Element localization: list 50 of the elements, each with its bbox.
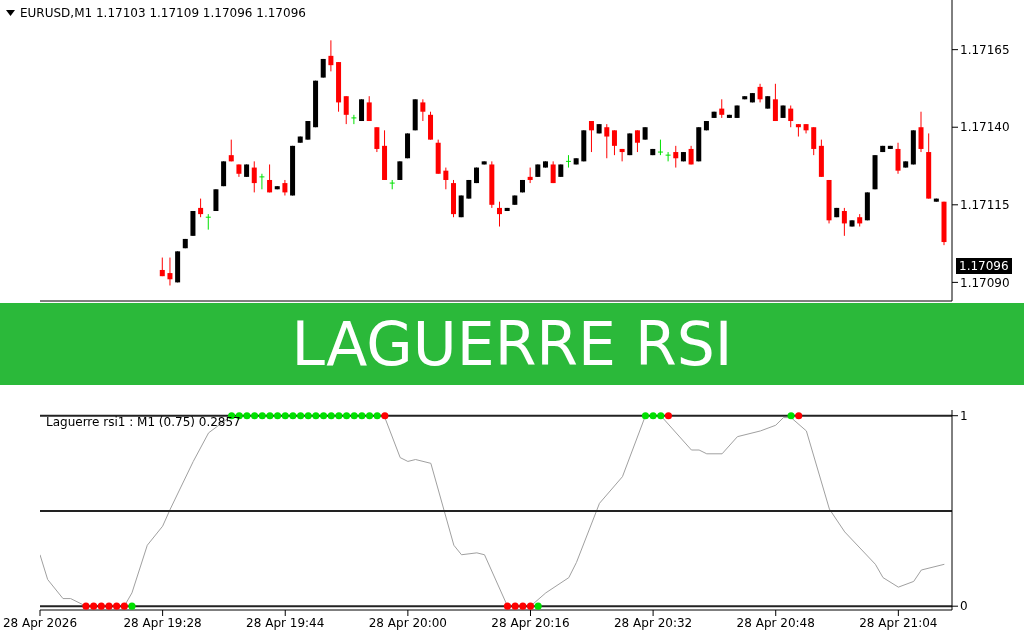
candlestick bbox=[604, 123, 610, 159]
x-tick-label: 28 Apr 20:32 bbox=[613, 615, 693, 630]
candlestick bbox=[258, 173, 265, 190]
candlestick bbox=[918, 111, 924, 153]
candlestick bbox=[772, 83, 778, 122]
y-tick-label: 0 bbox=[960, 599, 968, 614]
candlestick bbox=[397, 160, 403, 181]
text: EURUSD,M1 1.17103 1.17109 1.17096 1.17096 bbox=[20, 6, 306, 20]
candlestick bbox=[841, 207, 847, 237]
candlestick bbox=[565, 154, 572, 169]
candlestick bbox=[167, 257, 173, 286]
x-tick-label: 28 Apr 2026 bbox=[2, 615, 78, 630]
candlestick bbox=[811, 126, 817, 156]
y-tick-label: 1.17115 bbox=[960, 198, 1010, 213]
candlestick bbox=[267, 163, 273, 193]
candlestick bbox=[634, 129, 640, 153]
x-tick-label: 28 Apr 19:44 bbox=[246, 615, 325, 630]
candlestick bbox=[251, 160, 257, 193]
x-tick-label: 28 Apr 20:16 bbox=[491, 615, 570, 630]
candlestick bbox=[198, 198, 204, 218]
candlestick bbox=[305, 120, 311, 141]
candlestick bbox=[205, 213, 212, 231]
candlestick bbox=[895, 142, 901, 175]
candlestick bbox=[673, 145, 679, 169]
candlestick bbox=[619, 148, 625, 162]
y-tick-label: 1.17140 bbox=[960, 120, 1010, 135]
candlestick bbox=[788, 105, 794, 128]
candlestick bbox=[350, 114, 357, 125]
candlestick bbox=[328, 39, 334, 72]
y-tick-label: 1.17090 bbox=[960, 275, 1010, 290]
candlestick bbox=[366, 95, 372, 122]
candlestick bbox=[588, 120, 594, 153]
x-tick-label: 28 Apr 20:48 bbox=[736, 615, 815, 630]
candlestick bbox=[497, 201, 502, 228]
y-tick-label: 1 bbox=[960, 408, 968, 423]
candlestick bbox=[665, 151, 672, 162]
candlestick bbox=[443, 167, 449, 190]
x-tick-label: 28 Apr 19:28 bbox=[123, 615, 202, 630]
text: 1.17096 bbox=[956, 258, 1012, 274]
x-tick-label: 28 Apr 21:04 bbox=[859, 615, 938, 630]
candlestick bbox=[343, 95, 349, 125]
candlestick bbox=[420, 98, 426, 122]
candlestick bbox=[374, 126, 380, 153]
x-tick-label: 28 Apr 20:00 bbox=[368, 615, 447, 630]
text: Laguerre rsi1 : M1 (0.75) 0.2857 bbox=[46, 415, 241, 429]
candlestick bbox=[719, 98, 725, 119]
candlestick bbox=[757, 83, 763, 103]
candlestick bbox=[611, 129, 617, 156]
y-tick-label: 1.17165 bbox=[960, 42, 1010, 57]
text: LAGUERRE RSI bbox=[291, 309, 733, 379]
